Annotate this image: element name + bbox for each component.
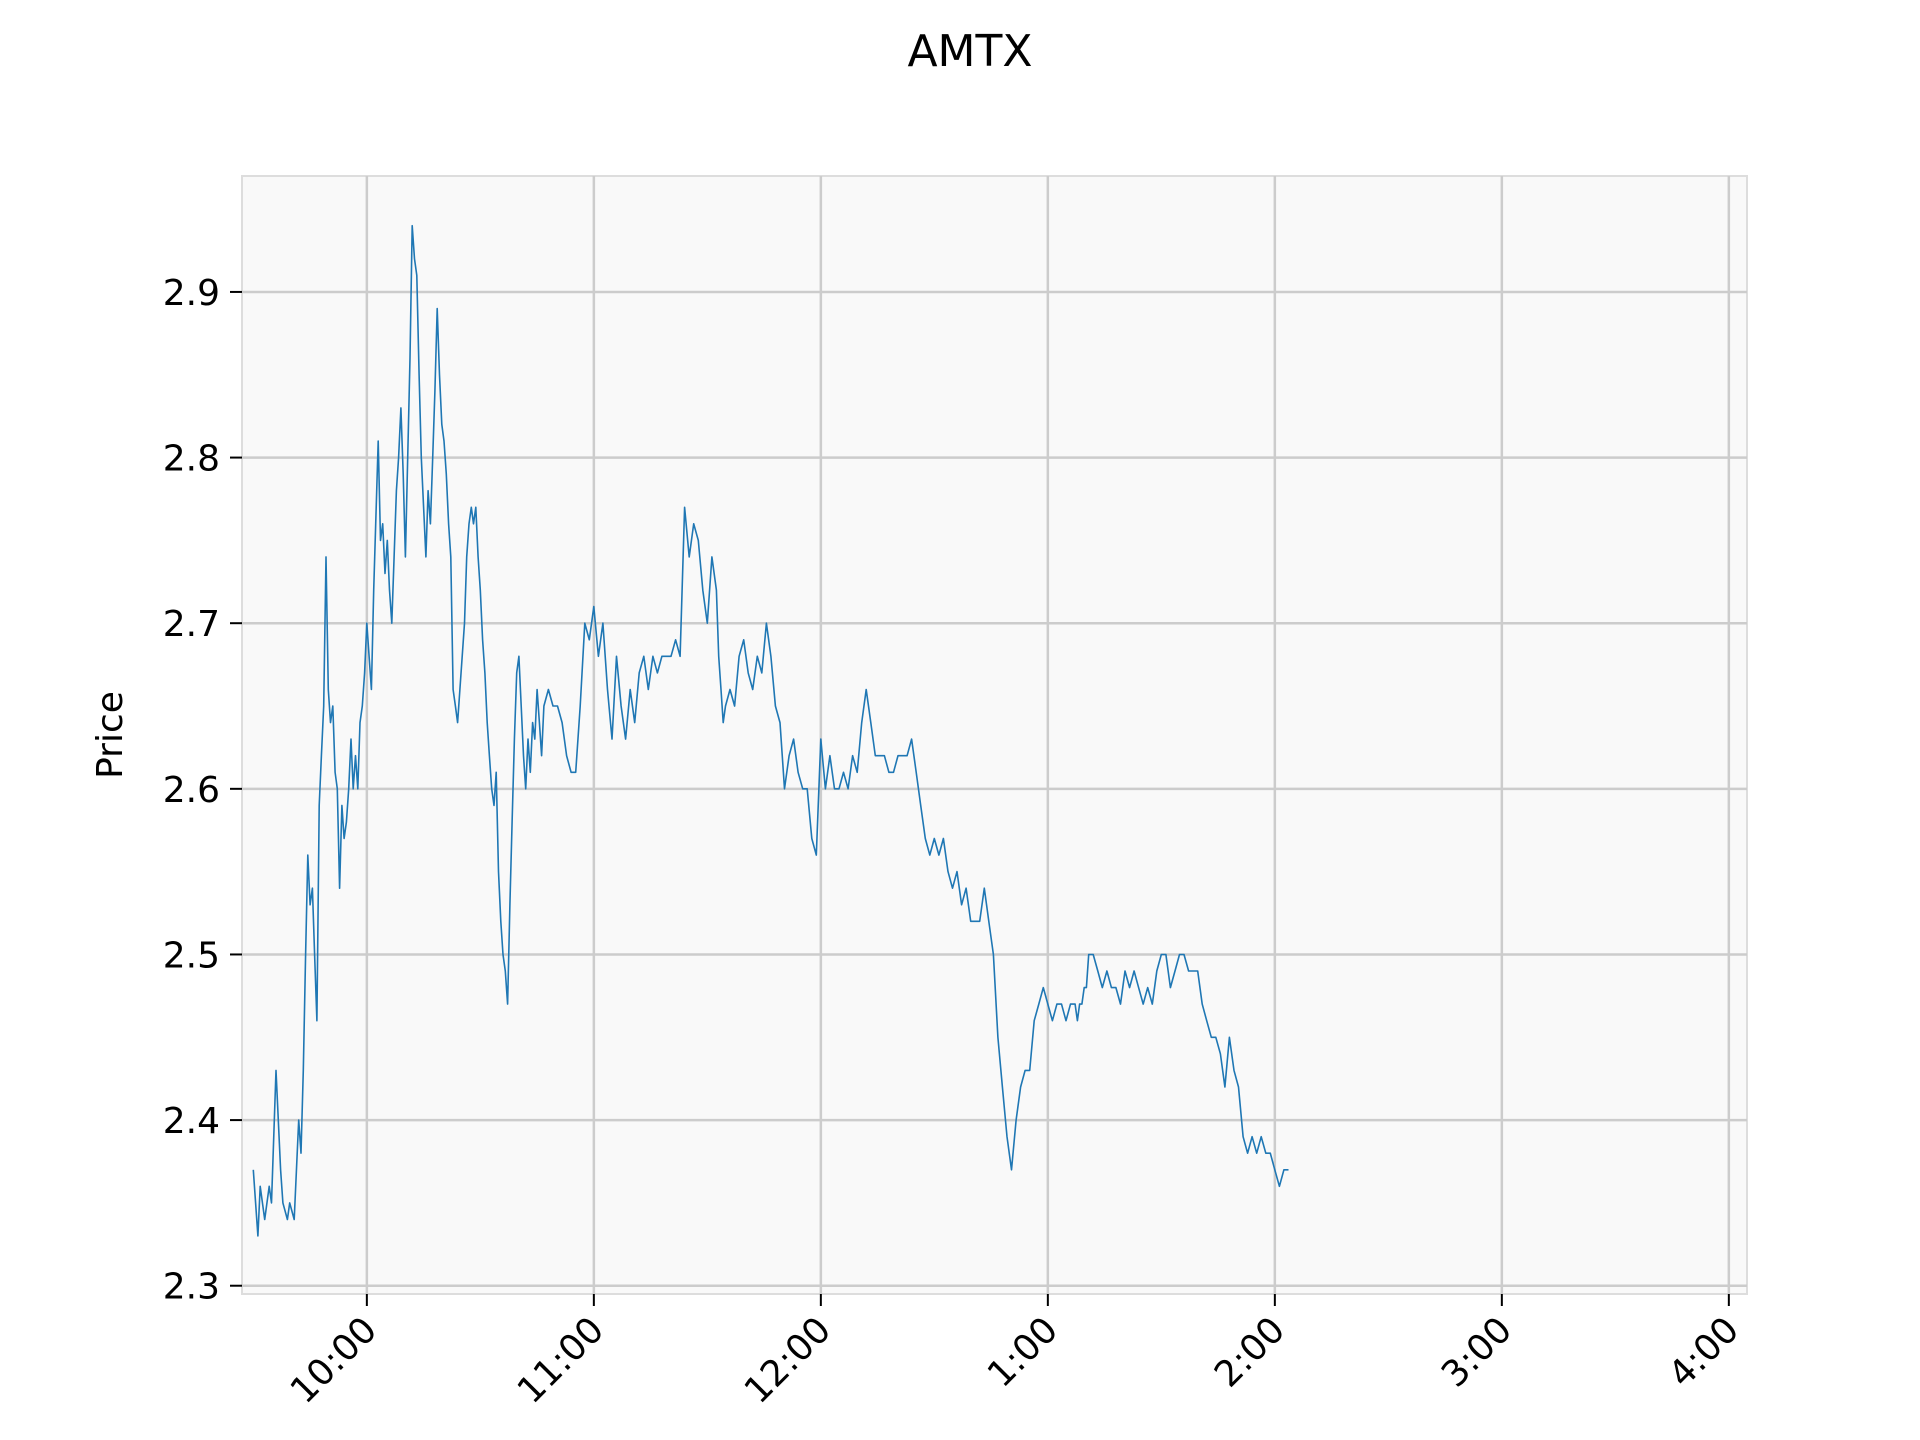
y-tick-label: 2.6 bbox=[163, 770, 220, 811]
x-tick-label: 12:00 bbox=[737, 1309, 839, 1411]
x-tick-label: 2:00 bbox=[1207, 1309, 1293, 1395]
x-tick-label: 10:00 bbox=[283, 1309, 385, 1411]
y-axis-label: Price bbox=[90, 691, 131, 779]
x-tick-label: 3:00 bbox=[1434, 1309, 1520, 1395]
y-tick-label: 2.9 bbox=[163, 273, 220, 314]
chart-title: AMTX bbox=[907, 26, 1032, 77]
x-tick-label: 4:00 bbox=[1661, 1309, 1747, 1395]
price-series-line bbox=[252, 224, 1289, 1237]
y-tick-label: 2.8 bbox=[163, 439, 220, 480]
grid-lines bbox=[242, 176, 1747, 1294]
y-tick-label: 2.4 bbox=[163, 1101, 220, 1142]
y-tick-label: 2.5 bbox=[163, 935, 220, 976]
y-tick-label: 2.7 bbox=[163, 604, 220, 645]
plot-area bbox=[241, 175, 1748, 1295]
x-tick-label: 11:00 bbox=[510, 1309, 612, 1411]
x-tick-label: 1:00 bbox=[980, 1309, 1066, 1395]
y-tick-label: 2.3 bbox=[163, 1267, 220, 1308]
